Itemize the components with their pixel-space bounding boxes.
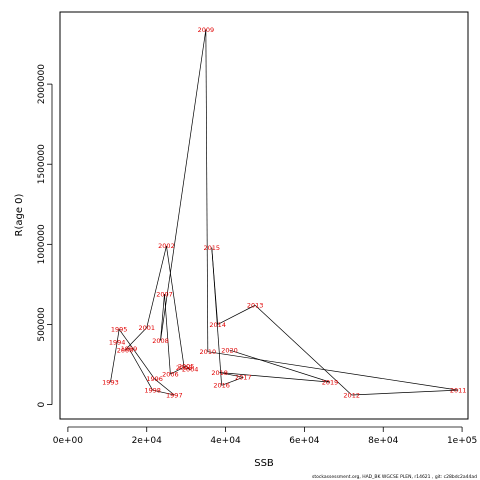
- point-label-2020: 2020: [221, 346, 238, 354]
- point-label-2017: 2017: [235, 374, 252, 382]
- series-segment: [217, 304, 256, 325]
- series-segment: [128, 348, 153, 391]
- point-label-2004: 2004: [182, 366, 199, 374]
- series-segment: [219, 372, 244, 378]
- x-tick-label: 6e+04: [289, 436, 320, 446]
- series-segment: [351, 389, 459, 396]
- plot-frame: [59, 11, 469, 420]
- y-tick-label: 0: [37, 401, 47, 407]
- point-label-2000: 2000: [117, 346, 134, 354]
- point-label-2010: 2010: [200, 348, 217, 356]
- x-tick-label: 2e+04: [132, 436, 163, 446]
- point-label-2018: 2018: [211, 369, 228, 377]
- series-segment: [254, 304, 352, 396]
- series-segment: [184, 367, 191, 370]
- series-segment: [211, 247, 222, 386]
- x-tick-label: 1e+05: [447, 436, 477, 446]
- point-label-2013: 2013: [247, 302, 264, 310]
- x-tick-label: 0e+00: [53, 436, 84, 446]
- y-axis: 0 500000 1000000 1500000 2000000: [37, 64, 53, 407]
- series-segment: [185, 365, 191, 370]
- series-segment: [205, 29, 209, 352]
- x-tick-label: 4e+04: [210, 436, 241, 446]
- x-axis-title: SSB: [254, 458, 274, 469]
- point-label-2015: 2015: [203, 244, 220, 252]
- point-label-2001: 2001: [138, 324, 155, 332]
- point-label-1999: 1999: [121, 345, 138, 353]
- point-label-1997: 1997: [166, 391, 183, 399]
- y-tick-label: 500000: [37, 307, 47, 342]
- series-segment: [118, 329, 155, 380]
- series-segment: [166, 245, 185, 368]
- point-label-2003: 2003: [176, 364, 193, 372]
- point-label-2019: 2019: [322, 378, 339, 386]
- series-segment: [110, 342, 118, 383]
- point-label-2016: 2016: [213, 382, 230, 390]
- series-segment: [146, 245, 167, 328]
- y-tick-label: 2000000: [37, 64, 47, 104]
- series-segment: [221, 377, 244, 386]
- point-label-2009: 2009: [198, 26, 215, 34]
- series-segment: [124, 327, 147, 351]
- point-label-2014: 2014: [209, 321, 226, 329]
- series-lines: [110, 29, 459, 396]
- x-axis: 0e+00 2e+04 4e+04 6e+04 8e+04 1e+05: [53, 426, 477, 446]
- point-label-2006: 2006: [162, 370, 179, 378]
- point-label-1993: 1993: [102, 378, 119, 386]
- point-label-2007: 2007: [156, 290, 173, 298]
- series-segment: [207, 351, 459, 391]
- series-segment: [170, 365, 187, 375]
- point-label-2005: 2005: [178, 362, 195, 370]
- y-axis-title: R(age 0): [14, 193, 25, 236]
- y-tick-label: 1000000: [37, 224, 47, 264]
- series-segment: [152, 389, 175, 396]
- x-tick-label: 8e+04: [368, 436, 399, 446]
- source-note: stockassessment.org, HAD_BK WGCSE PLEN, …: [312, 474, 477, 480]
- series-segment: [219, 372, 331, 383]
- series-segment: [116, 329, 120, 343]
- point-label-1996: 1996: [146, 375, 163, 383]
- series-segment: [154, 378, 175, 396]
- point-label-2002: 2002: [158, 242, 175, 250]
- series-segment: [229, 349, 331, 383]
- point-label-1994: 1994: [109, 338, 126, 346]
- point-label-1998: 1998: [144, 386, 161, 394]
- point-label-2012: 2012: [343, 391, 360, 399]
- point-label-1995: 1995: [111, 326, 128, 334]
- series-segment: [160, 293, 165, 341]
- series-segment: [160, 29, 207, 341]
- y-tick-label: 1500000: [37, 144, 47, 184]
- point-label-2011: 2011: [450, 386, 467, 394]
- point-label-2008: 2008: [152, 337, 169, 345]
